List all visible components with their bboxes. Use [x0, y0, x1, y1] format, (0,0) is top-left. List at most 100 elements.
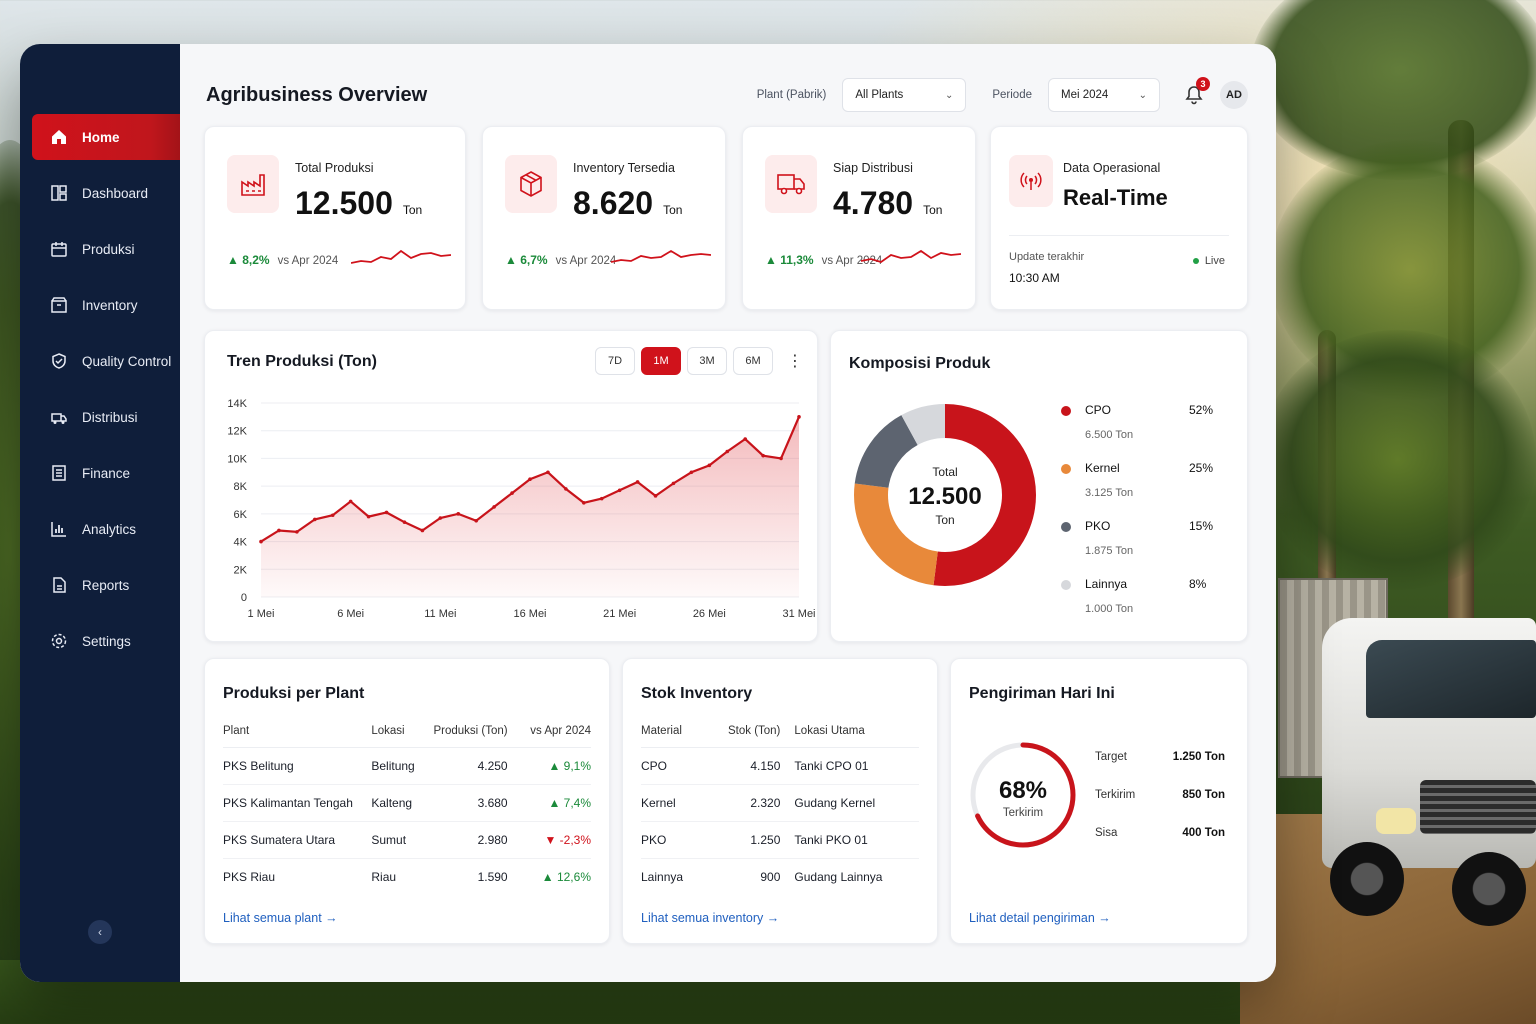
legend-amount: 6.500 Ton — [1085, 429, 1134, 441]
legend-percent: 52% — [1189, 403, 1214, 417]
table-cell: Belitung — [371, 747, 421, 785]
table-row[interactable]: Lainnya 900 Gudang Lainnya — [641, 859, 919, 896]
sidebar-item-settings[interactable]: Settings — [32, 618, 180, 664]
plant-select[interactable]: All Plants ⌄ — [842, 78, 967, 112]
table-cell: Kalteng — [371, 784, 421, 822]
trend-point — [295, 530, 299, 534]
home-icon — [50, 128, 68, 146]
legend-name: PKO — [1085, 519, 1111, 533]
legend-item: CPO 6.500 Ton — [1061, 403, 1211, 441]
period-select-value: Mei 2024 — [1061, 89, 1109, 101]
table-header[interactable]: Stok (Ton) — [700, 725, 795, 748]
range-button-7d[interactable]: 7D — [595, 347, 635, 375]
legend-dot — [1061, 522, 1071, 532]
sidebar-item-label: Settings — [82, 633, 131, 649]
table-cell: Tanki PKO 01 — [794, 821, 919, 859]
broadcast-icon — [1009, 155, 1053, 207]
kpi-change: ▲ 8,2% — [227, 253, 270, 267]
view-all-plants-link[interactable]: Lihat semua plant → — [223, 911, 338, 925]
sidebar-item-label: Inventory — [82, 297, 138, 313]
stock-inventory-title: Stok Inventory — [641, 685, 753, 702]
shipping-detail-link[interactable]: Lihat detail pengiriman → — [969, 911, 1111, 925]
x-tick-label: 1 Mei — [248, 608, 275, 620]
live-dot — [1192, 258, 1199, 264]
trend-point — [564, 487, 568, 491]
sidebar-item-finance[interactable]: Finance — [32, 450, 180, 496]
kpi-value-wrap: 4.780 Ton — [833, 185, 942, 222]
table-row[interactable]: Kernel 2.320 Gudang Kernel — [641, 784, 919, 822]
kpi-card-siap-distribusi: Siap Distribusi 4.780 Ton ▲ 11,3% vs Apr 202… — [742, 126, 976, 310]
view-all-inventory-link[interactable]: Lihat semua inventory → — [641, 911, 780, 925]
table-cell: PKS Sumatera Utara — [223, 821, 372, 859]
range-button-1m[interactable]: 1M — [641, 347, 681, 375]
collapse-sidebar-button[interactable]: ‹ — [88, 920, 112, 944]
shipping-progress-ring — [970, 742, 1076, 848]
trend-point — [474, 518, 479, 523]
sidebar-item-distribusi[interactable]: Distribusi — [32, 394, 180, 440]
sparkline-line — [861, 249, 961, 263]
trend-point — [510, 491, 514, 495]
plant-production-card: Produksi per Plant Plant Lokasi Produksi (… — [204, 658, 610, 944]
notification-button[interactable]: 3 — [1182, 77, 1210, 107]
range-button-6m[interactable]: 6M — [733, 347, 773, 375]
kpi-change-wrap: ▲ 8,2% vs Apr 2024 — [227, 253, 338, 267]
sidebar-item-home[interactable]: Home — [32, 114, 180, 160]
table-row[interactable]: CPO 4.150 Tanki CPO 01 — [641, 747, 919, 785]
table-header[interactable]: Lokasi Utama — [794, 725, 919, 748]
sidebar-item-inventory[interactable]: Inventory — [32, 282, 180, 328]
update-label: Update terakhir — [1009, 251, 1085, 263]
sparkline — [861, 249, 961, 263]
trend-point — [402, 520, 407, 524]
table-cell: CPO — [641, 747, 701, 785]
table-header[interactable]: Material — [641, 725, 701, 748]
table-row[interactable]: PKS Kalimantan Tengah Kalteng 3.680 ▲ 7,4% — [223, 784, 591, 822]
live-status: Live — [1192, 255, 1225, 267]
legend-name: CPO — [1085, 403, 1112, 417]
legend-name: Kernel — [1085, 461, 1120, 475]
legend-percent: 25% — [1189, 461, 1214, 475]
table-header[interactable]: Produksi (Ton) — [420, 725, 522, 748]
trend-point — [330, 513, 335, 518]
x-tick-label: 6 Mei — [337, 608, 364, 620]
trend-area — [261, 416, 799, 597]
sparkline — [351, 249, 451, 264]
notification-badge: 3 — [1196, 77, 1210, 91]
trend-point — [761, 453, 765, 458]
trend-point — [599, 496, 604, 501]
plant-production-table: Plant Lokasi Produksi (Ton) vs Apr 2024 PKS… — [223, 725, 591, 895]
range-button-3m[interactable]: 3M — [687, 347, 727, 375]
stock-inventory-table: Material Stok (Ton) Lokasi Utama CPO 4.150 T… — [641, 725, 919, 895]
shipping-row-value: 1.250 Ton — [1172, 751, 1225, 763]
kpi-value: 8.620 — [573, 185, 654, 221]
legend-item: PKO 1.875 Ton — [1061, 519, 1211, 557]
chevron-down-icon: ⌄ — [944, 89, 954, 101]
table-row[interactable]: PKS Riau Riau 1.590 ▲ 12,6% — [223, 859, 591, 896]
table-header[interactable]: Plant — [223, 725, 372, 748]
shipping-row-label: Target — [1095, 751, 1127, 763]
kpi-change-wrap: ▲ 6,7% vs Apr 2024 — [505, 253, 616, 267]
sidebar-item-produksi[interactable]: Produksi — [32, 226, 180, 272]
donut-center-label: Total — [932, 465, 958, 479]
table-row[interactable]: PKS Sumatera Utara Sumut 2.980 ▼ -2,3% — [223, 821, 591, 859]
sidebar-item-quality-control[interactable]: Quality Control — [32, 338, 180, 384]
calendar-icon — [50, 240, 68, 258]
sidebar-item-label: Distribusi — [82, 409, 138, 425]
avatar[interactable]: AD — [1220, 81, 1248, 109]
sidebar-item-reports[interactable]: Reports — [32, 562, 180, 608]
more-menu-icon[interactable]: ⋮ — [787, 353, 803, 370]
table-row[interactable]: PKO 1.250 Tanki PKO 01 — [641, 821, 919, 859]
realtime-title: Data Operasional — [1063, 161, 1161, 175]
table-header[interactable]: vs Apr 2024 — [521, 725, 591, 748]
distribution-icon — [50, 408, 68, 426]
table-header[interactable]: Lokasi — [371, 725, 421, 748]
sidebar-item-dashboard[interactable]: Dashboard — [32, 170, 180, 216]
table-cell: Tanki CPO 01 — [794, 747, 919, 785]
table-row[interactable]: PKS Belitung Belitung 4.250 ▲ 9,1% — [223, 747, 591, 785]
kpi-unit: Ton — [923, 203, 943, 217]
table-cell: ▼ -2,3% — [521, 821, 591, 859]
shipping-progress: 68% Terkirim — [967, 777, 1079, 819]
gear-icon — [50, 632, 68, 650]
y-tick-label: 6K — [234, 509, 248, 521]
sidebar-item-analytics[interactable]: Analytics — [32, 506, 180, 552]
period-select[interactable]: Mei 2024 ⌄ — [1048, 78, 1160, 112]
